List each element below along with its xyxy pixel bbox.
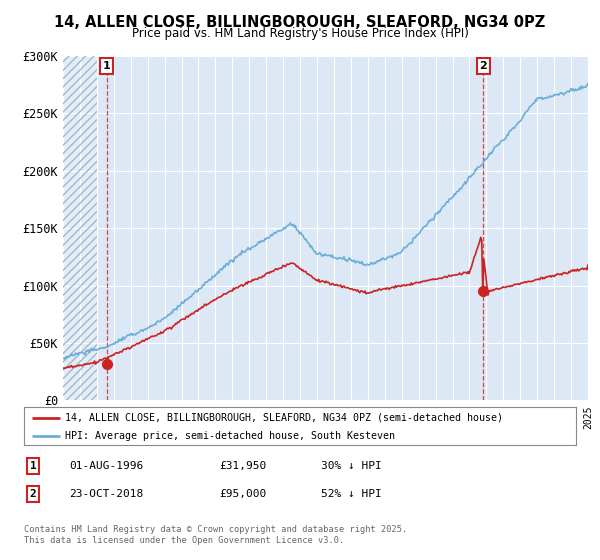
Text: 1: 1 <box>29 461 37 471</box>
Text: £31,950: £31,950 <box>219 461 266 471</box>
Text: 2: 2 <box>479 61 487 71</box>
Text: 23-OCT-2018: 23-OCT-2018 <box>69 489 143 499</box>
Text: Contains HM Land Registry data © Crown copyright and database right 2025.: Contains HM Land Registry data © Crown c… <box>24 525 407 534</box>
Text: 30% ↓ HPI: 30% ↓ HPI <box>321 461 382 471</box>
Text: 52% ↓ HPI: 52% ↓ HPI <box>321 489 382 499</box>
Text: Price paid vs. HM Land Registry's House Price Index (HPI): Price paid vs. HM Land Registry's House … <box>131 27 469 40</box>
Text: HPI: Average price, semi-detached house, South Kesteven: HPI: Average price, semi-detached house,… <box>65 431 395 441</box>
Text: 2: 2 <box>29 489 37 499</box>
Text: 14, ALLEN CLOSE, BILLINGBOROUGH, SLEAFORD, NG34 0PZ: 14, ALLEN CLOSE, BILLINGBOROUGH, SLEAFOR… <box>55 15 545 30</box>
Text: 14, ALLEN CLOSE, BILLINGBOROUGH, SLEAFORD, NG34 0PZ (semi-detached house): 14, ALLEN CLOSE, BILLINGBOROUGH, SLEAFOR… <box>65 413 503 423</box>
Text: £95,000: £95,000 <box>219 489 266 499</box>
Bar <box>63 56 97 400</box>
Text: 1: 1 <box>103 61 110 71</box>
Bar <box>63 56 97 400</box>
Text: 01-AUG-1996: 01-AUG-1996 <box>69 461 143 471</box>
Text: This data is licensed under the Open Government Licence v3.0.: This data is licensed under the Open Gov… <box>24 536 344 545</box>
